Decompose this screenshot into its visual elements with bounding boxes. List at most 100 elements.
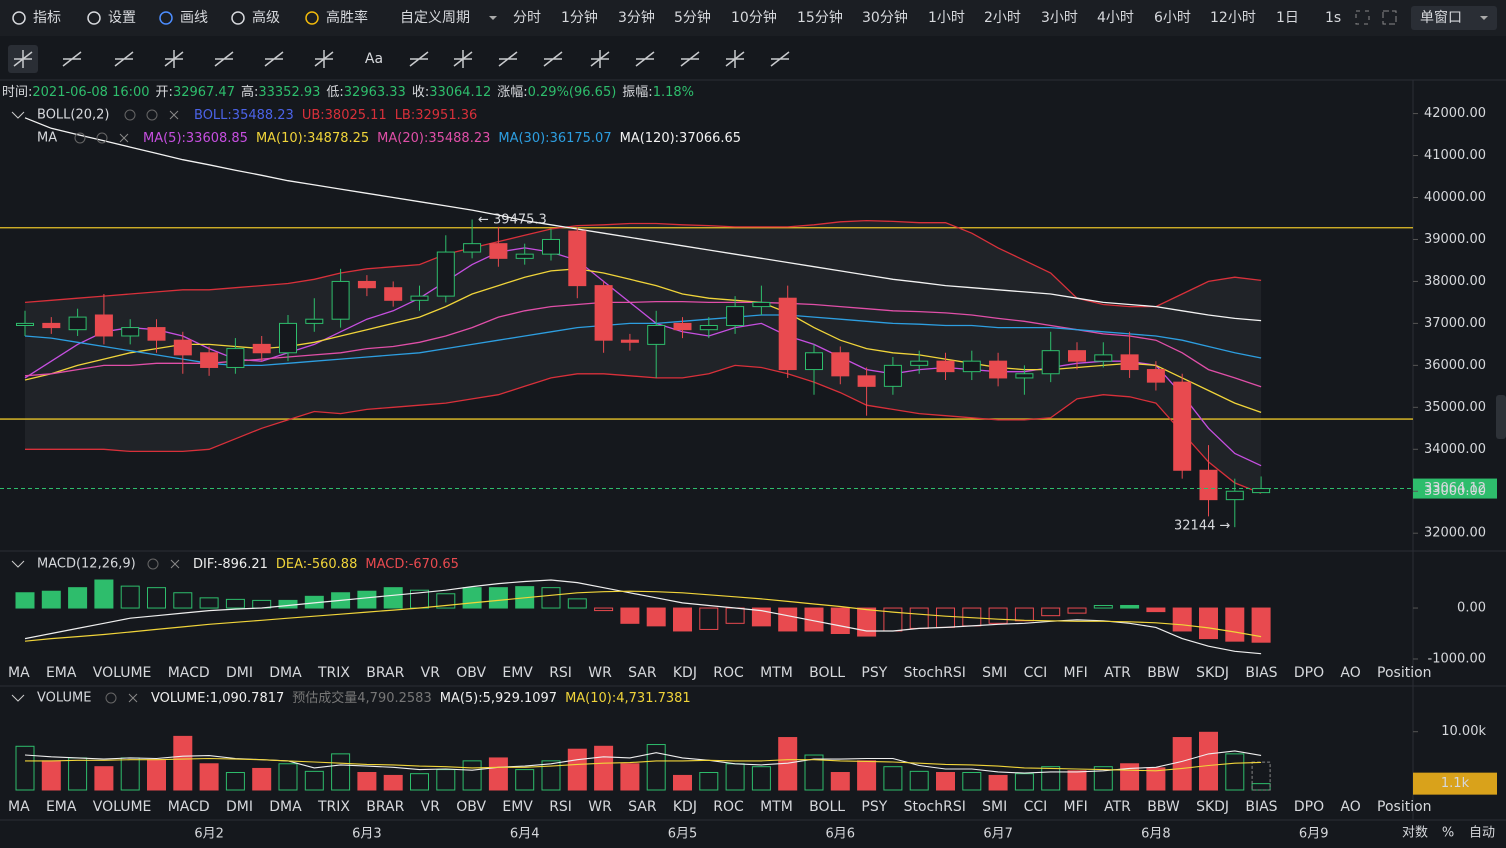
toolbar-button[interactable]: 高胜率 bbox=[326, 9, 368, 26]
indicator-tab[interactable]: StochRSI bbox=[904, 799, 966, 815]
indicator-tab[interactable]: RSI bbox=[549, 799, 572, 815]
indicator-tab[interactable]: MACD bbox=[168, 665, 210, 681]
indicator-tab[interactable]: EMA bbox=[46, 665, 77, 681]
indicator-tab[interactable]: StochRSI bbox=[904, 665, 966, 681]
tool-icon[interactable] bbox=[164, 50, 184, 68]
period-button[interactable]: 5分钟 bbox=[674, 9, 711, 26]
indicator-tab[interactable]: EMV bbox=[502, 799, 533, 815]
tool-icon[interactable] bbox=[590, 50, 610, 68]
indicator-tab[interactable]: MACD bbox=[168, 799, 210, 815]
indicator-tab[interactable]: VOLUME bbox=[93, 665, 152, 681]
legend-icon[interactable] bbox=[105, 692, 117, 704]
tool-icon[interactable] bbox=[680, 51, 700, 67]
indicator-tab[interactable]: MFI bbox=[1064, 799, 1088, 815]
indicator-tab[interactable]: OBV bbox=[456, 799, 486, 815]
indicator-tab[interactable]: BRAR bbox=[366, 665, 404, 681]
indicator-tab[interactable]: PSY bbox=[861, 799, 887, 815]
indicator-tab[interactable]: AO bbox=[1340, 665, 1360, 681]
indicator-tab[interactable]: BIAS bbox=[1245, 799, 1277, 815]
legend-icon[interactable] bbox=[124, 109, 136, 121]
indicator-tab[interactable]: VOLUME bbox=[93, 799, 152, 815]
indicator-tab[interactable]: RSI bbox=[549, 665, 572, 681]
indicator-tab[interactable]: ROC bbox=[713, 799, 744, 815]
indicator-tab[interactable]: TRIX bbox=[317, 665, 350, 681]
tool-icon[interactable] bbox=[114, 51, 134, 67]
indicator-tab[interactable]: SMI bbox=[982, 799, 1007, 815]
indicator-tab[interactable]: EMA bbox=[46, 799, 77, 815]
indicator-tab[interactable]: SKDJ bbox=[1196, 665, 1229, 681]
indicator-tab[interactable]: DMA bbox=[269, 799, 302, 815]
indicator-tab[interactable]: ROC bbox=[713, 665, 744, 681]
period-button[interactable]: 1s bbox=[1325, 10, 1341, 26]
indicator-tab[interactable]: BBW bbox=[1147, 799, 1180, 815]
period-button[interactable]: 30分钟 bbox=[862, 9, 908, 26]
custom-period[interactable]: 自定义周期 bbox=[400, 10, 470, 26]
indicator-tab[interactable]: Position bbox=[1377, 799, 1432, 815]
period-button[interactable]: 3小时 bbox=[1041, 10, 1078, 26]
tool-icon[interactable] bbox=[13, 50, 33, 68]
indicator-tab[interactable]: SMI bbox=[982, 665, 1007, 681]
indicator-tab[interactable]: PSY bbox=[861, 665, 887, 681]
tool-icon[interactable] bbox=[635, 51, 655, 67]
period-button[interactable]: 1分钟 bbox=[561, 9, 598, 26]
indicator-tab[interactable]: ATR bbox=[1104, 799, 1131, 815]
indicator-tab[interactable]: MA bbox=[8, 665, 30, 681]
collapse-arrow[interactable] bbox=[11, 694, 25, 702]
indicator-tab[interactable]: WR bbox=[588, 799, 612, 815]
toolbar-button[interactable]: 高级 bbox=[252, 9, 280, 26]
indicator-tab[interactable]: SKDJ bbox=[1196, 799, 1229, 815]
collapse-arrow[interactable] bbox=[11, 560, 25, 568]
legend-icon[interactable] bbox=[146, 109, 158, 121]
fullscreen-icon[interactable] bbox=[1355, 10, 1370, 25]
tool-icon[interactable] bbox=[409, 51, 429, 67]
indicator-tab[interactable]: BOLL bbox=[809, 665, 845, 681]
indicator-tab[interactable]: DPO bbox=[1294, 665, 1324, 681]
period-button[interactable]: 1日 bbox=[1276, 10, 1299, 26]
period-button[interactable]: 1小时 bbox=[928, 10, 965, 26]
window-select-text[interactable]: 单窗口 bbox=[1420, 9, 1462, 26]
indicator-tab[interactable]: SAR bbox=[628, 799, 657, 815]
toolbar-button[interactable]: 指标 bbox=[33, 10, 61, 26]
period-button[interactable]: 分时 bbox=[513, 10, 541, 26]
tool-icon[interactable] bbox=[725, 50, 745, 68]
legend-icon[interactable] bbox=[147, 558, 159, 570]
indicator-tab[interactable]: VR bbox=[421, 799, 441, 815]
period-button[interactable]: 4小时 bbox=[1097, 10, 1134, 26]
indicator-tab[interactable]: WR bbox=[588, 665, 612, 681]
legend-icon[interactable] bbox=[74, 132, 86, 144]
legend-close[interactable] bbox=[128, 693, 138, 703]
indicator-tab[interactable]: Position bbox=[1377, 665, 1432, 681]
indicator-tab[interactable]: BIAS bbox=[1245, 665, 1277, 681]
indicator-tab[interactable]: KDJ bbox=[673, 665, 697, 681]
toolbar-button[interactable]: 设置 bbox=[108, 10, 136, 26]
indicator-tab[interactable]: MFI bbox=[1064, 665, 1088, 681]
indicator-tab[interactable]: BOLL bbox=[809, 799, 845, 815]
indicator-tab[interactable]: MTM bbox=[760, 799, 793, 815]
tool-icon[interactable] bbox=[770, 51, 790, 67]
indicator-tab[interactable]: SAR bbox=[628, 665, 657, 681]
legend-close[interactable] bbox=[119, 133, 129, 143]
period-button[interactable]: 2小时 bbox=[984, 10, 1021, 26]
tool-icon[interactable] bbox=[543, 51, 563, 67]
indicator-tab[interactable]: DPO bbox=[1294, 799, 1324, 815]
indicator-tab[interactable]: CCI bbox=[1024, 665, 1048, 681]
legend-icon[interactable] bbox=[96, 132, 108, 144]
collapse-arrow[interactable] bbox=[11, 111, 25, 119]
scale-option[interactable]: 自动 bbox=[1469, 826, 1495, 841]
indicator-tab[interactable]: BRAR bbox=[366, 799, 404, 815]
tool-icon[interactable] bbox=[214, 51, 234, 67]
tool-icon[interactable] bbox=[498, 51, 518, 67]
indicator-tab[interactable]: OBV bbox=[456, 665, 486, 681]
indicator-tab[interactable]: KDJ bbox=[673, 799, 697, 815]
toolbar-button[interactable]: 画线 bbox=[180, 10, 208, 26]
indicator-tab[interactable]: MTM bbox=[760, 665, 793, 681]
legend-close[interactable] bbox=[169, 110, 179, 120]
indicator-tab[interactable]: TRIX bbox=[317, 799, 350, 815]
period-button[interactable]: 10分钟 bbox=[731, 9, 777, 26]
period-button[interactable]: 3分钟 bbox=[618, 9, 655, 26]
period-button[interactable]: 12小时 bbox=[1210, 10, 1256, 26]
legend-close[interactable] bbox=[170, 559, 180, 569]
tool-text[interactable]: Aa bbox=[365, 51, 383, 67]
scale-option[interactable]: 对数 bbox=[1402, 826, 1428, 841]
indicator-tab[interactable]: DMA bbox=[269, 665, 302, 681]
